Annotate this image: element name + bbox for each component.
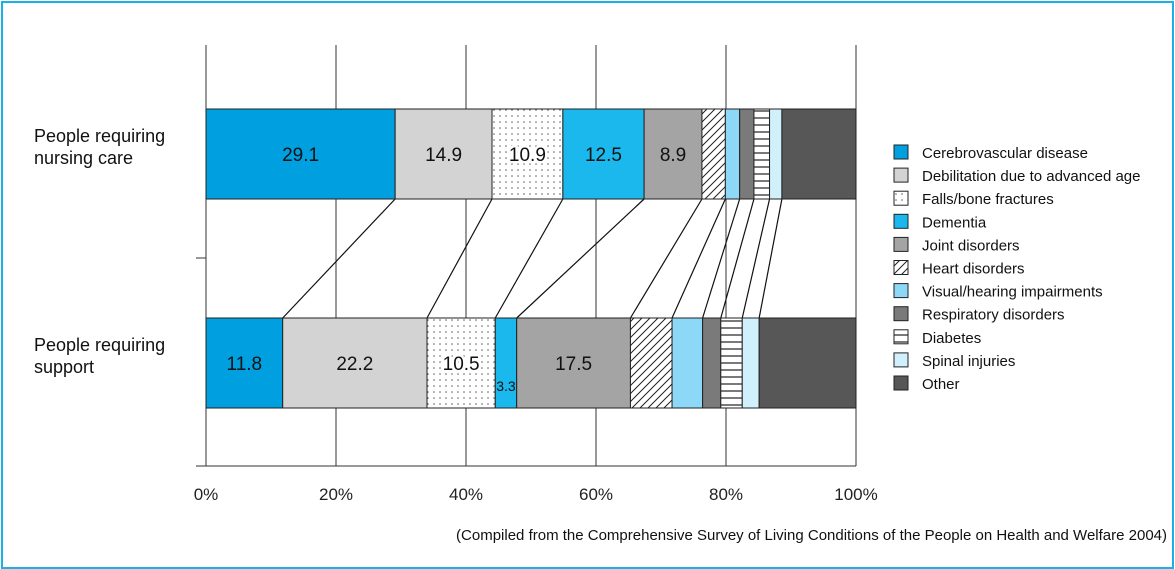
bar-segment xyxy=(739,108,755,200)
bar-segment xyxy=(205,108,396,200)
data-label: 29.1 xyxy=(282,145,319,166)
data-label: 11.8 xyxy=(227,354,263,375)
legend-label: Spinal injuries xyxy=(922,353,1015,370)
bar-segment xyxy=(671,317,704,409)
connector-line xyxy=(516,198,645,319)
category-label: People requiring support xyxy=(34,335,165,377)
legend-swatch xyxy=(893,190,909,206)
data-label: 12.5 xyxy=(585,145,622,166)
bar-segment xyxy=(494,317,518,409)
legend-label: Debilitation due to advanced age xyxy=(922,168,1141,185)
legend-swatch xyxy=(893,352,909,368)
legend-swatch xyxy=(893,236,909,252)
legend-label: Visual/hearing impairments xyxy=(922,284,1103,301)
bar-segment xyxy=(394,108,493,200)
bar-segment xyxy=(781,108,857,200)
legend-swatch xyxy=(893,260,909,275)
x-tick-label: 0% xyxy=(194,485,219,504)
legend-label: Falls/bone fractures xyxy=(922,191,1054,208)
data-label: 17.5 xyxy=(555,354,592,375)
legend-label: Heart disorders xyxy=(922,261,1025,278)
legend-label: Diabetes xyxy=(922,330,981,347)
bar-segment xyxy=(701,108,726,200)
legend-swatch xyxy=(893,375,909,391)
x-tick-label: 40% xyxy=(449,485,483,504)
connector-line xyxy=(426,198,493,319)
bar-segment xyxy=(758,317,857,409)
bar-segment xyxy=(724,108,741,200)
connector-line xyxy=(720,198,755,319)
legend-label: Cerebrovascular disease xyxy=(922,145,1088,162)
legend-label: Joint disorders xyxy=(922,237,1020,254)
bar-segment xyxy=(741,317,760,409)
connector-line xyxy=(741,198,771,319)
source-note: (Compiled from the Comprehensive Survey … xyxy=(456,527,1167,544)
legend-swatch xyxy=(893,283,909,299)
bar-segment xyxy=(753,108,771,200)
legend-swatch xyxy=(893,213,909,229)
data-label: 10.5 xyxy=(443,354,480,375)
connector-line xyxy=(758,198,783,319)
bar-segment xyxy=(643,108,703,200)
bar-segment xyxy=(629,317,673,409)
x-tick-label: 80% xyxy=(709,485,743,504)
connector-line xyxy=(702,198,741,319)
x-tick-label: 20% xyxy=(319,485,353,504)
bar-segment xyxy=(516,317,631,409)
connector-line xyxy=(282,198,396,319)
data-label: 22.2 xyxy=(336,354,373,375)
bar-segment xyxy=(720,317,743,409)
bar-segment xyxy=(205,317,284,409)
legend-swatch xyxy=(893,167,909,183)
connector-line xyxy=(494,198,564,319)
legend-swatch xyxy=(893,144,909,160)
data-label: 14.9 xyxy=(425,145,462,166)
legend-swatch xyxy=(893,306,909,322)
legend-label: Other xyxy=(922,376,960,393)
category-label: People requiring nursing care xyxy=(34,126,165,168)
bar-segment xyxy=(702,317,722,409)
connector-line xyxy=(629,198,703,319)
data-label: 8.9 xyxy=(660,145,686,166)
x-tick-label: 60% xyxy=(579,485,613,504)
bar-segment xyxy=(491,108,564,200)
x-tick-label: 100% xyxy=(834,485,877,504)
legend-swatch xyxy=(893,329,909,345)
data-label: 3.3 xyxy=(496,378,516,394)
bar-segment xyxy=(282,317,428,409)
connector-line xyxy=(671,198,726,319)
bar-segment xyxy=(769,108,783,200)
legend-label: Dementia xyxy=(922,214,987,231)
data-label: 10.9 xyxy=(509,145,546,166)
legend-label: Respiratory disorders xyxy=(922,307,1065,324)
